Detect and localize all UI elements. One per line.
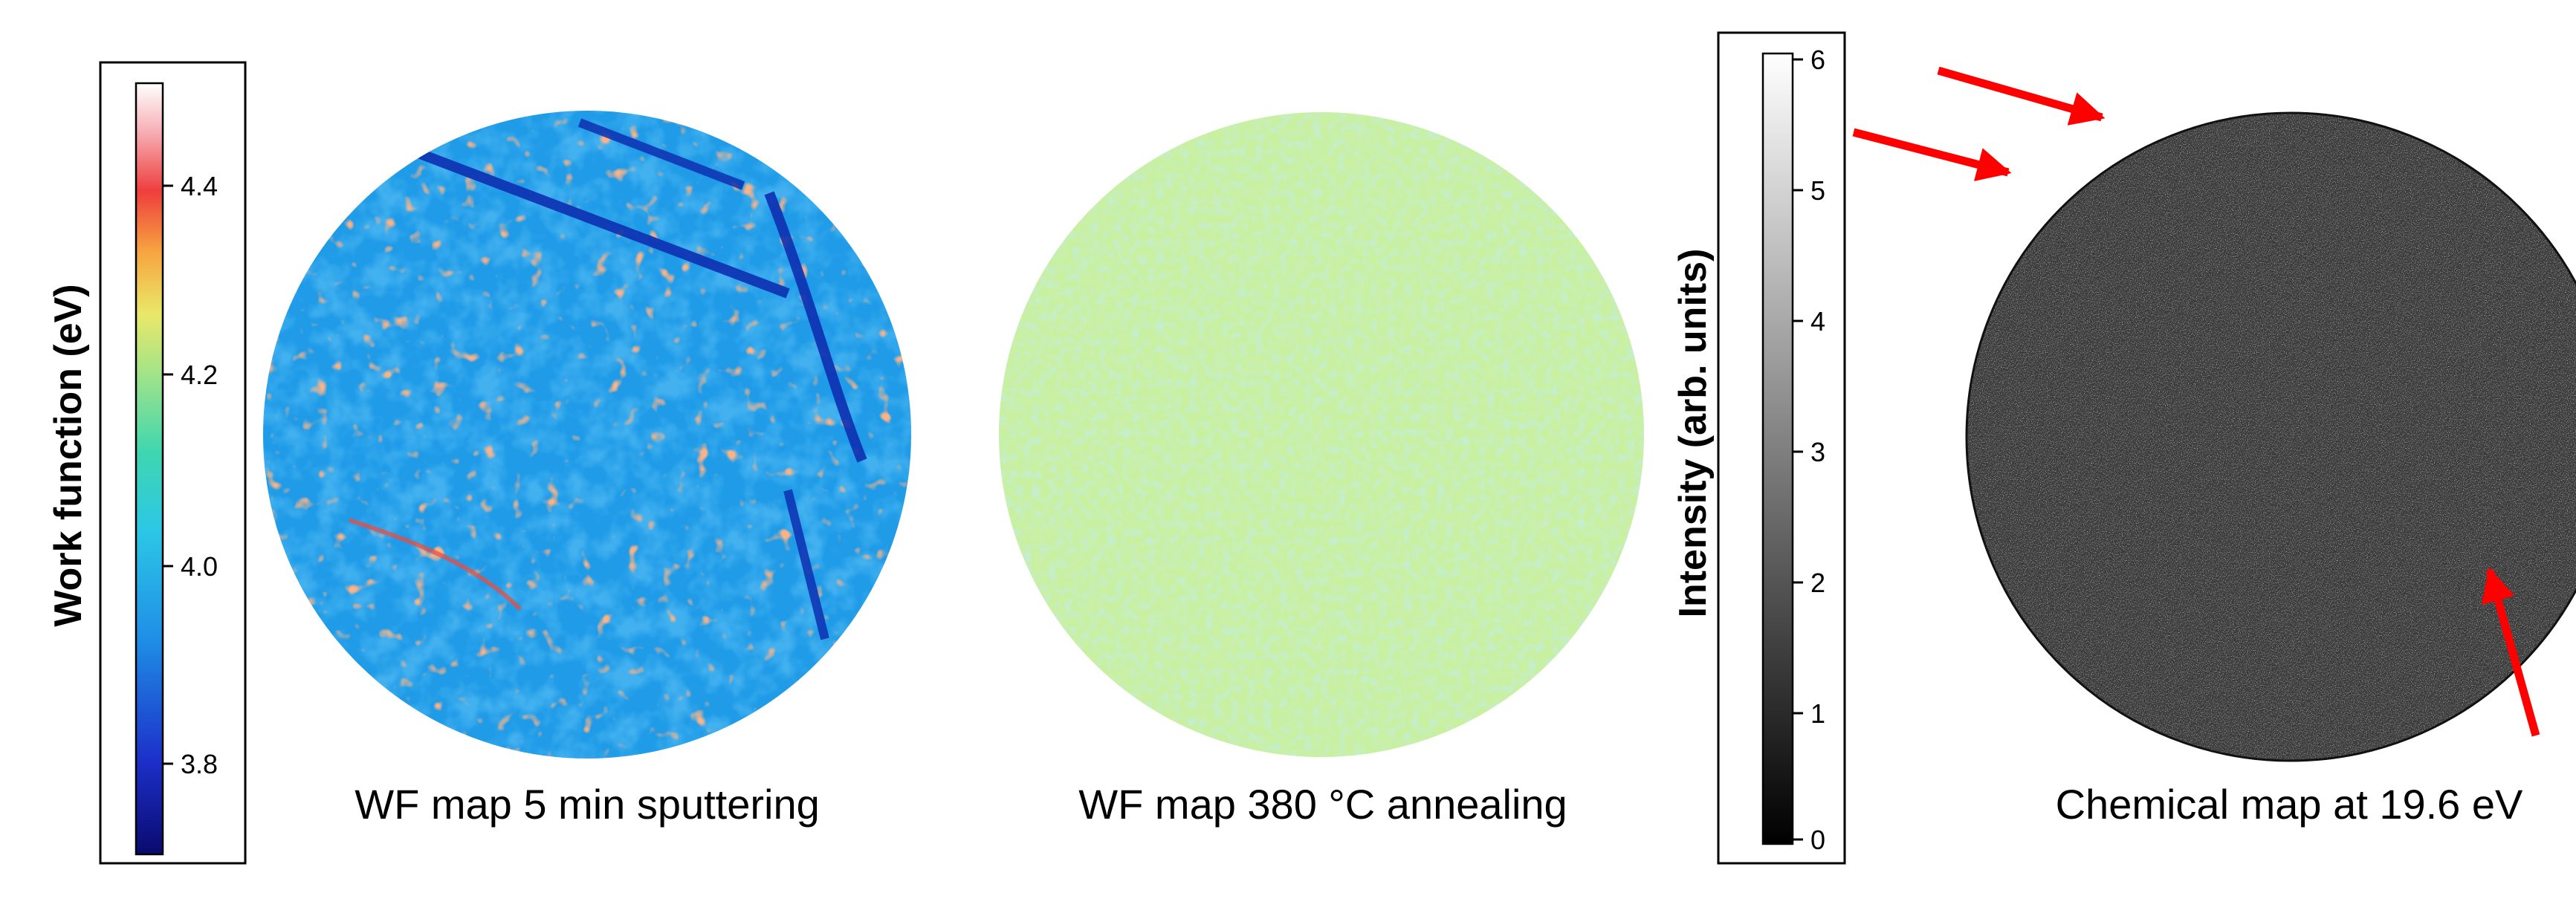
intensity-tick-label: 1	[1810, 698, 1825, 729]
wf-tick-label: 4.2	[181, 360, 218, 390]
arrow-top	[1937, 66, 2106, 126]
intensity-tick-label: 6	[1810, 45, 1825, 75]
caption-annealing: WF map 380 °C annealing	[1078, 781, 1567, 828]
caption-chemical-map: Chemical map at 19.6 eV	[2055, 781, 2523, 828]
colorbar-work-function: 4.4 4.2 4.0 3.8	[99, 61, 247, 865]
work-function-axis-label: Work function (eV)	[47, 284, 90, 627]
red-arrows	[1852, 66, 2540, 737]
wf-tick-label: 4.4	[181, 171, 218, 201]
intensity-tick-label: 5	[1810, 175, 1825, 206]
intensity-tick-label: 3	[1810, 437, 1825, 467]
caption-sputtering: WF map 5 min sputtering	[355, 781, 820, 828]
intensity-tick-label: 0	[1810, 825, 1825, 855]
intensity-axis-label: Intensity (arb. units)	[1672, 248, 1715, 618]
intensity-tick-label: 2	[1810, 568, 1825, 598]
intensity-tick-label: 4	[1810, 306, 1825, 337]
chemical-map	[1965, 111, 2576, 762]
colorbar-intensity: 6 5 4 3 2 1 0	[1717, 31, 1846, 865]
wf-map-annealed	[999, 112, 1644, 757]
wf-map-sputtered	[263, 111, 911, 759]
arrow-right	[2481, 567, 2540, 737]
arrow-top-left	[1852, 128, 2012, 181]
wf-tick-label: 3.8	[181, 749, 218, 779]
wf-tick-label: 4.0	[181, 551, 218, 582]
